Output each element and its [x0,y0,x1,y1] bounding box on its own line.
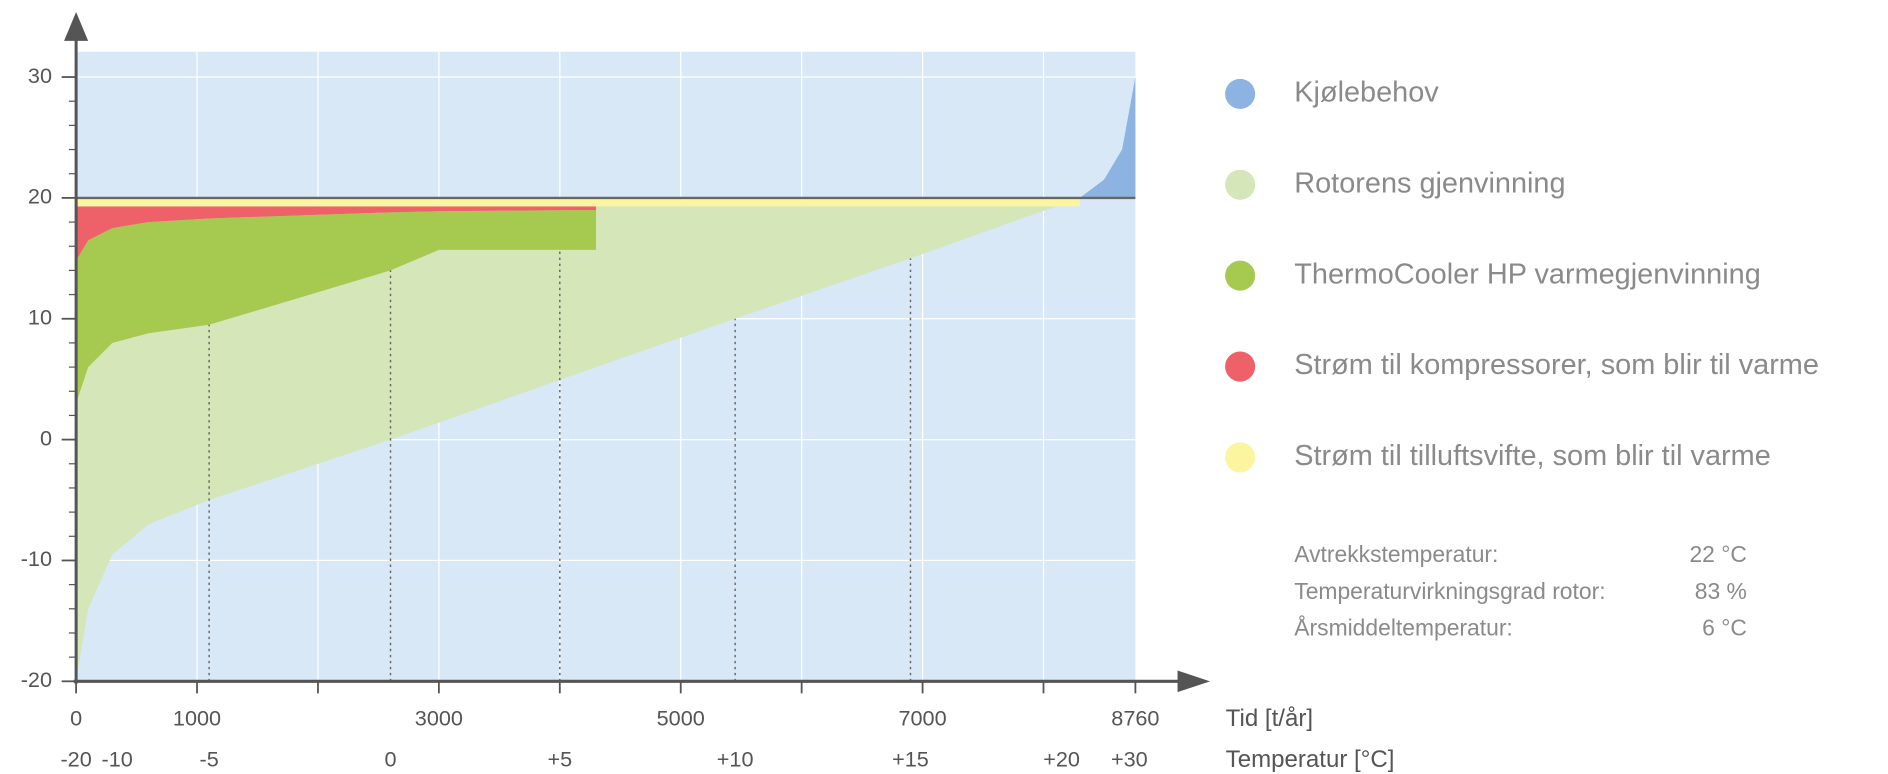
y-tick-label: 10 [28,304,52,329]
x-axis-arrow [1177,670,1211,693]
x2-tick-label: 0 [384,746,396,771]
info-label: Årsmiddeltemperatur: [1294,615,1513,641]
legend-marker [1225,442,1256,473]
y-tick-label: 0 [40,425,52,450]
legend-label: Strøm til tilluftsvifte, som blir til va… [1294,440,1771,472]
info-label: Avtrekkstemperatur: [1294,541,1498,567]
x-tick-label: 7000 [898,706,946,731]
x2-tick-label: +10 [717,746,754,771]
x2-tick-label: +30 [1111,746,1148,771]
legend-marker [1225,169,1256,200]
legend-label: Rotorens gjenvinning [1294,167,1565,199]
info-value: 22 °C [1689,541,1746,567]
x2-tick-label: +5 [547,746,572,771]
area [1079,77,1136,198]
info-label: Temperaturvirkningsgrad rotor: [1294,578,1605,604]
y-tick-label: -10 [21,546,52,571]
x-axis-label: Tid [t/år] [1226,705,1313,732]
info-value: 6 °C [1702,615,1747,641]
area [76,209,597,404]
y-tick-label: 30 [28,63,52,88]
x-tick-label: 3000 [415,706,463,731]
x2-tick-label: -5 [199,746,218,771]
y-tick-label: -20 [21,667,52,692]
x2-tick-label: +20 [1043,746,1080,771]
area [76,197,1080,207]
info-value: 83 % [1695,578,1747,604]
legend-marker [1225,260,1256,291]
legend-marker [1225,351,1256,382]
y-axis-arrow [64,12,89,41]
x2-tick-label: +15 [892,746,929,771]
area [76,206,597,261]
x2-axis-label: Temperatur [°C] [1226,746,1395,773]
x-tick-label: 0 [70,706,82,731]
legend-label: Kjølebehov [1294,77,1439,109]
legend-label: Strøm til kompressorer, som blir til var… [1294,349,1819,381]
x2-tick-label: -20 [60,746,91,771]
legend-marker [1225,78,1256,109]
x2-tick-label: -10 [102,746,133,771]
y-tick-label: 20 [28,184,52,209]
x-tick-label: 8760 [1111,706,1159,731]
x-tick-label: 1000 [173,706,221,731]
area [76,197,1080,682]
legend-label: ThermoCooler HP varmegjenvinning [1294,258,1761,290]
x-tick-label: 5000 [657,706,705,731]
